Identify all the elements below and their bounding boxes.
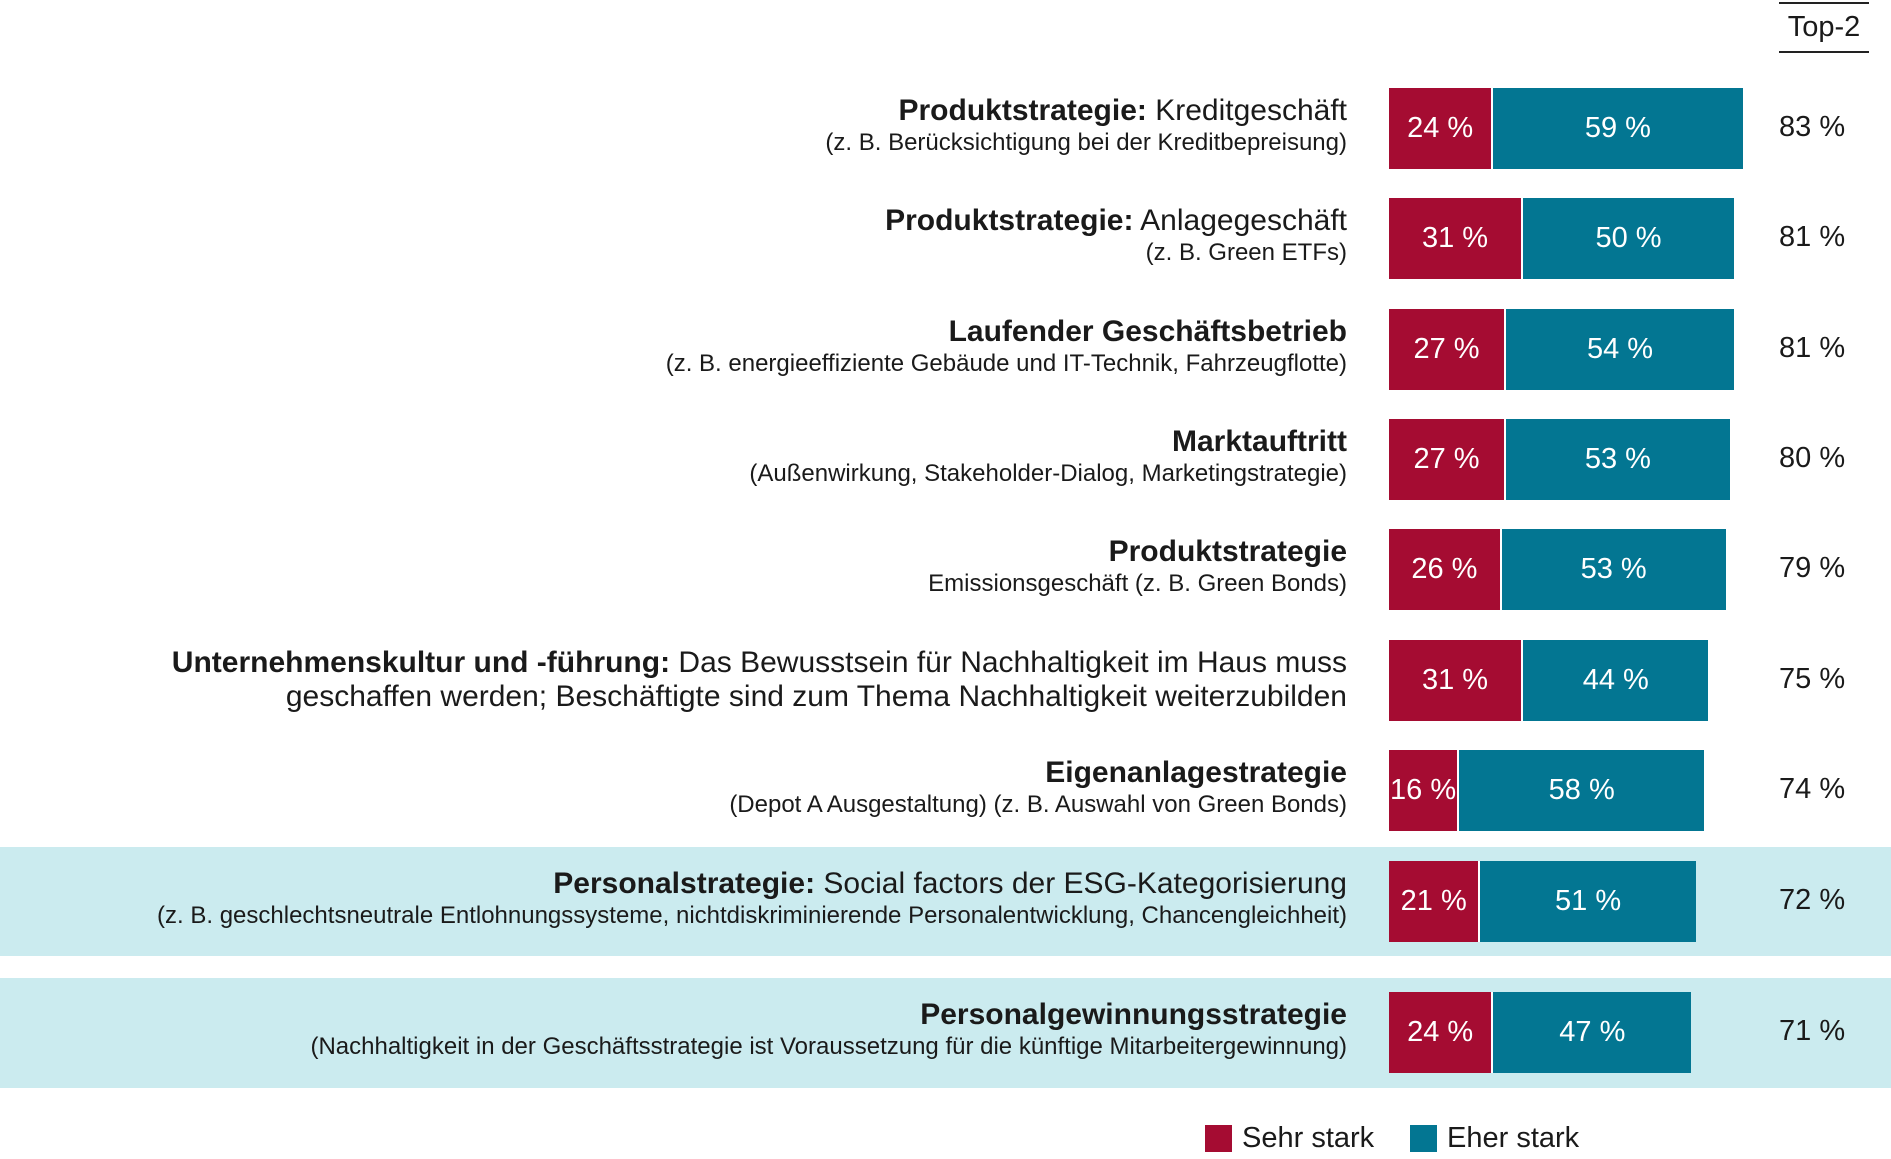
bar-segment-sehr-stark: 26 % — [1389, 529, 1500, 610]
category-subtitle: geschaffen werden; Beschäftigte sind zum… — [285, 680, 1347, 713]
category-label: Laufender Geschäftsbetrieb (z. B. energie… — [666, 315, 1347, 379]
category-title: Personalstrategie: Social factors der ES… — [157, 867, 1347, 901]
top2-value: 81 % — [1779, 221, 1846, 253]
data-label: 51 % — [1555, 885, 1622, 917]
category-label: Eigenanlagestrategie (Depot A Ausgestaltu… — [729, 756, 1347, 820]
category-title-bold: Laufender Geschäftsbetrieb — [948, 315, 1347, 348]
category-title-bold: Personalstrategie: — [553, 867, 816, 900]
bar-segment-eher-stark: 50 % — [1521, 198, 1735, 279]
top2-value: 71 % — [1779, 1015, 1846, 1047]
data-label: 16 % — [1390, 774, 1457, 806]
top2-value: 80 % — [1779, 442, 1846, 474]
category-subtitle: (z. B. energieeffiziente Gebäude und IT-… — [665, 350, 1347, 377]
data-label: 26 % — [1411, 553, 1478, 585]
data-label: 21 % — [1400, 885, 1467, 917]
category-subtitle: (z. B. geschlechtsneutrale Entlohnungssy… — [157, 902, 1347, 929]
category-title: Marktauftritt — [749, 425, 1347, 459]
data-label: 24 % — [1407, 1016, 1474, 1048]
top2-value: 72 % — [1779, 884, 1846, 916]
data-label: 53 % — [1584, 443, 1651, 475]
bar-segment-sehr-stark: 27 % — [1389, 309, 1505, 390]
category-title-rest: Kreditgeschäft — [1146, 94, 1347, 127]
data-label: 50 % — [1595, 222, 1662, 254]
data-label: 31 % — [1421, 664, 1489, 696]
top2-value: 74 % — [1779, 773, 1846, 805]
category-label: Produktstrategie Emissionsgeschäft (z. B.… — [928, 535, 1347, 599]
top2-value: 79 % — [1779, 552, 1846, 584]
legend-swatch — [1410, 1125, 1437, 1152]
data-label: 59 % — [1584, 112, 1651, 144]
category-title-rest: Das Bewusstsein für Nachhaltigkeit im Ha… — [670, 646, 1347, 679]
bar-segment-eher-stark: 53 % — [1499, 529, 1726, 610]
bar-segment-sehr-stark: 16 % — [1389, 750, 1458, 831]
category-title: Produktstrategie: Anlagegeschäft — [885, 204, 1347, 238]
category-subtitle: (z. B. Green ETFs) — [1145, 239, 1347, 266]
category-title-bold: Personalgewinnungsstrategie — [920, 998, 1347, 1031]
category-title-bold: Unternehmenskultur und -führung: — [171, 646, 671, 679]
data-label: 58 % — [1548, 774, 1615, 806]
top2-header: Top-2 — [1779, 2, 1869, 53]
bar-segment-sehr-stark: 31 % — [1389, 640, 1522, 721]
category-label: Personalgewinnungsstrategie (Nachhaltigke… — [310, 998, 1347, 1062]
legend-item: Sehr stark — [1205, 1122, 1374, 1155]
category-title-bold: Produktstrategie: — [898, 94, 1147, 127]
category-title-bold: Marktauftritt — [1171, 425, 1347, 458]
category-title-bold: Produktstrategie — [1108, 535, 1347, 568]
category-subtitle: (Außenwirkung, Stakeholder-Dialog, Marke… — [749, 460, 1347, 487]
data-label: 53 % — [1580, 553, 1647, 585]
data-label: 27 % — [1413, 443, 1480, 475]
bar-segment-eher-stark: 51 % — [1478, 861, 1696, 942]
top2-value: 83 % — [1779, 111, 1846, 143]
bar-segment-sehr-stark: 21 % — [1389, 861, 1479, 942]
category-label: Produktstrategie: Anlagegeschäft (z. B. G… — [885, 204, 1347, 268]
category-title: Personalgewinnungsstrategie — [310, 998, 1347, 1032]
legend-label: Eher stark — [1447, 1122, 1580, 1154]
bar-segment-eher-stark: 59 % — [1491, 88, 1743, 169]
category-title-rest: Anlagegeschäft — [1133, 204, 1347, 237]
data-label: 24 % — [1407, 112, 1474, 144]
bar-segment-eher-stark: 53 % — [1504, 419, 1730, 500]
data-label: 31 % — [1421, 222, 1489, 254]
bar-segment-eher-stark: 44 % — [1521, 640, 1709, 721]
category-label: Unternehmenskultur und -führung: Das Bew… — [172, 646, 1347, 714]
data-label: 47 % — [1559, 1016, 1626, 1048]
bar-segment-sehr-stark: 27 % — [1389, 419, 1505, 500]
category-subtitle: (Nachhaltigkeit in der Geschäftsstrategi… — [310, 1033, 1347, 1060]
category-title: Laufender Geschäftsbetrieb — [666, 315, 1347, 349]
top2-value: 75 % — [1779, 663, 1846, 695]
category-label: Personalstrategie: Social factors der ES… — [157, 867, 1347, 931]
category-title: Eigenanlagestrategie — [729, 756, 1347, 790]
data-label: 44 % — [1582, 664, 1649, 696]
category-label: Marktauftritt (Außenwirkung, Stakeholder-… — [749, 425, 1347, 489]
category-subtitle: (Depot A Ausgestaltung) (z. B. Auswahl v… — [729, 791, 1347, 818]
category-title-bold: Produktstrategie: — [885, 204, 1134, 237]
category-title: Unternehmenskultur und -führung: Das Bew… — [172, 646, 1347, 680]
category-title-rest: Social factors der ESG-Kategorisierung — [815, 867, 1347, 900]
category-title: Produktstrategie — [928, 535, 1347, 569]
legend-swatch — [1205, 1125, 1232, 1152]
category-subtitle: Emissionsgeschäft (z. B. Green Bonds) — [928, 570, 1347, 597]
data-label: 27 % — [1413, 333, 1480, 365]
bar-segment-sehr-stark: 24 % — [1389, 992, 1492, 1073]
bar-segment-sehr-stark: 24 % — [1389, 88, 1492, 169]
category-label: Produktstrategie: Kreditgeschäft (z. B. B… — [825, 94, 1347, 158]
category-title-bold: Eigenanlagestrategie — [1045, 756, 1347, 789]
bar-segment-sehr-stark: 31 % — [1389, 198, 1522, 279]
legend-item: Eher stark — [1410, 1122, 1579, 1155]
data-label: 54 % — [1586, 333, 1654, 365]
top2-value: 81 % — [1779, 332, 1846, 364]
category-title: Produktstrategie: Kreditgeschäft — [825, 94, 1347, 128]
bar-segment-eher-stark: 47 % — [1491, 992, 1692, 1073]
category-subtitle: (z. B. Berücksichtigung bei der Kreditbe… — [825, 129, 1347, 156]
bar-segment-eher-stark: 54 % — [1504, 309, 1735, 390]
bar-segment-eher-stark: 58 % — [1457, 750, 1705, 831]
legend-label: Sehr stark — [1242, 1122, 1375, 1154]
